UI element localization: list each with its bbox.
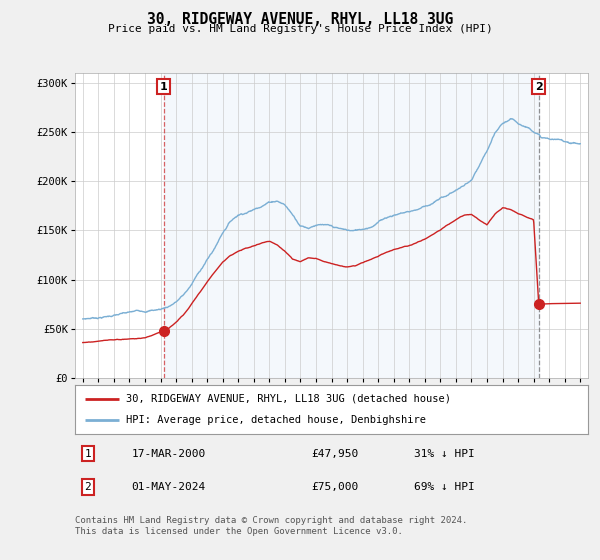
Text: £47,950: £47,950	[311, 449, 358, 459]
Text: 31% ↓ HPI: 31% ↓ HPI	[413, 449, 475, 459]
Text: 30, RIDGEWAY AVENUE, RHYL, LL18 3UG: 30, RIDGEWAY AVENUE, RHYL, LL18 3UG	[147, 12, 453, 27]
Text: 69% ↓ HPI: 69% ↓ HPI	[413, 482, 475, 492]
Text: 30, RIDGEWAY AVENUE, RHYL, LL18 3UG (detached house): 30, RIDGEWAY AVENUE, RHYL, LL18 3UG (det…	[127, 394, 451, 404]
Text: HPI: Average price, detached house, Denbighshire: HPI: Average price, detached house, Denb…	[127, 415, 426, 425]
Text: 2: 2	[85, 482, 91, 492]
Text: Price paid vs. HM Land Registry's House Price Index (HPI): Price paid vs. HM Land Registry's House …	[107, 24, 493, 34]
Text: 2: 2	[535, 82, 542, 92]
Text: 1: 1	[85, 449, 91, 459]
Text: 17-MAR-2000: 17-MAR-2000	[131, 449, 206, 459]
Text: Contains HM Land Registry data © Crown copyright and database right 2024.
This d: Contains HM Land Registry data © Crown c…	[75, 516, 467, 536]
Text: 01-MAY-2024: 01-MAY-2024	[131, 482, 206, 492]
Text: 1: 1	[160, 82, 167, 92]
Text: £75,000: £75,000	[311, 482, 358, 492]
Bar	[164, 73, 539, 378]
